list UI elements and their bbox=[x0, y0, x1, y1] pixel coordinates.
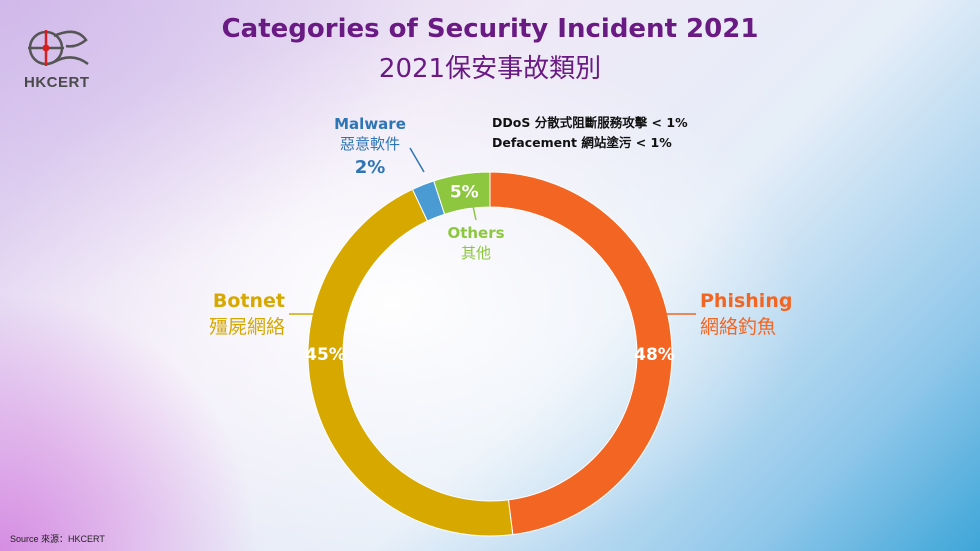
others-label-en: Others bbox=[447, 224, 505, 242]
malware-value-label: 2% bbox=[354, 157, 386, 178]
source-note: Source 來源：HKCERT bbox=[10, 534, 105, 544]
phishing-label: Phishing 網絡釣魚 bbox=[700, 288, 792, 340]
phishing-value-label: 48% bbox=[634, 345, 675, 365]
botnet-slice bbox=[307, 188, 514, 537]
others-slice bbox=[433, 171, 491, 215]
hkcert-logo-icon bbox=[28, 30, 89, 66]
others-leader-line bbox=[472, 205, 477, 221]
malware-label-zh: 惡意軟件 bbox=[339, 135, 400, 153]
leader-lines bbox=[289, 147, 696, 315]
donut-slices bbox=[307, 171, 673, 537]
malware-leader-line bbox=[409, 147, 425, 173]
malware-label: Malware 惡意軟件 2% bbox=[330, 114, 410, 178]
others-label: Others 其他 bbox=[440, 223, 512, 263]
phishing-slice bbox=[489, 171, 673, 536]
slice-value-labels: 48% 45% 5% bbox=[305, 183, 675, 365]
botnet-label-zh: 殭屍網絡 bbox=[208, 316, 285, 338]
logo-text: HKCERT bbox=[24, 74, 90, 91]
botnet-label: Botnet 殭屍網絡 bbox=[185, 288, 285, 340]
annotations: DDoS 分散式阻斷服務攻擊 < 1% Defacement 網站塗污 < 1% bbox=[492, 113, 688, 153]
botnet-value-label: 45% bbox=[305, 345, 346, 365]
chart-subtitle: 2021保安事故類別 bbox=[378, 54, 602, 84]
chart-title: Categories of Security Incident 2021 bbox=[221, 14, 759, 44]
malware-label-en: Malware bbox=[334, 115, 406, 133]
phishing-label-zh: 網絡釣魚 bbox=[700, 316, 777, 338]
others-label-zh: 其他 bbox=[460, 244, 491, 262]
botnet-label-en: Botnet bbox=[212, 290, 285, 312]
phishing-label-en: Phishing bbox=[700, 290, 793, 312]
others-value-label: 5% bbox=[450, 183, 479, 203]
annotation-defacement: Defacement 網站塗污 < 1% bbox=[492, 135, 672, 150]
background-glow-bottom-left bbox=[0, 291, 260, 551]
annotation-ddos: DDoS 分散式阻斷服務攻擊 < 1% bbox=[492, 115, 688, 130]
